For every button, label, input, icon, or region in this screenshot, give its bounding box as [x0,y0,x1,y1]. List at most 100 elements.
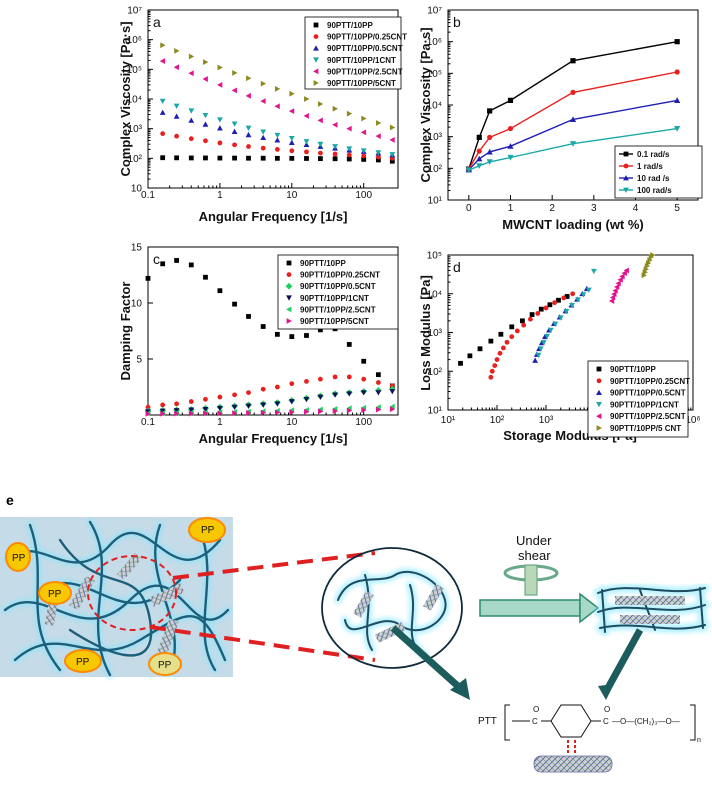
data-point [260,145,266,151]
data-point [458,360,463,366]
formula-chain: —O—(CH₂)₃—O— [612,717,680,726]
pp-label: PP [48,589,62,600]
data-point [173,103,180,109]
data-point [361,157,367,162]
series-b-2 [465,97,681,173]
data-point [245,125,252,131]
data-point [260,402,267,408]
data-point [569,141,577,147]
data-point [332,156,338,162]
plot-frame [147,246,399,416]
cnt-tube [533,755,613,773]
data-point [619,273,625,280]
data-point [245,131,252,138]
data-point [494,357,500,362]
data-point [274,147,280,152]
data-point [317,141,324,148]
x-tick-label: 0.1 [141,417,155,428]
data-point [188,410,195,417]
rotation-icon [503,564,559,596]
legend-marker [596,366,602,372]
data-point [203,396,208,402]
data-point [585,287,592,293]
x-tick-label: 10³ [539,415,554,426]
data-point [216,405,223,412]
data-point [580,292,587,298]
series-b-3 [465,125,681,174]
panel-label: c [153,251,160,267]
data-point [389,124,396,131]
data-point [389,389,396,395]
aligned-network [593,583,710,637]
legend-entry: 90PTT/10PP/2.5CNT [300,305,376,314]
series-a-2 [159,109,396,158]
data-point [621,270,627,277]
x-tick-label: 10¹ [441,415,456,426]
data-point [245,403,252,409]
y-tick-label: 10¹ [428,196,443,207]
data-point [274,384,280,390]
data-point [538,306,544,312]
data-point [476,148,482,154]
legend-marker [286,306,292,313]
data-point [318,101,324,107]
x-tick-label: 10 [286,417,298,428]
data-point [145,410,151,417]
legend-entry: 90PTT/10PP/0.25CNT [300,271,380,280]
data-point [288,399,295,405]
data-point [569,116,577,123]
data-point [160,410,166,417]
data-point [650,252,656,258]
y-tick-label: 10⁷ [427,6,442,17]
data-point [304,333,309,338]
data-point [274,401,281,407]
data-point [289,155,295,161]
data-point [145,404,151,410]
legend-marker [286,272,292,277]
data-point [346,110,353,117]
legend-d: 90PTT/10PP 90PTT/10PP/0.25CNT 90PTT/10PP/0… [587,360,690,438]
data-point [303,112,309,119]
data-point [289,148,295,154]
legend-entry: 90PTT/10PP/0.25CNT [610,377,690,386]
data-point [332,408,338,414]
data-point [507,97,514,103]
data-point [540,340,547,346]
data-point [346,125,352,132]
data-point [246,314,251,319]
data-point [174,410,180,417]
pp-label: PP [76,657,90,668]
data-point [375,133,381,140]
legend-b: 0.1 rad/s 1 rad/s 10 rad /s 100 rad/s [614,145,703,199]
data-point [260,386,266,392]
legend-marker [313,57,319,63]
data-point [361,407,367,413]
data-point [547,327,554,334]
data-point [318,408,324,415]
zoomed-network [334,567,450,659]
data-point [188,53,195,60]
data-point [231,87,237,94]
data-point [159,98,166,104]
data-point [304,96,310,102]
data-point [188,155,194,161]
legend-box [304,16,402,90]
data-point [174,47,180,54]
shear-arrow-shaft [479,599,581,617]
legend-entry: 90PTT/10PP/5 CNT [610,424,681,433]
panel-label: a [153,14,161,30]
data-point [520,318,525,324]
data-point [552,321,559,327]
legend-marker [286,260,292,266]
data-point [570,291,576,297]
y-tick-label: 10⁵ [427,69,442,80]
data-point [274,155,280,161]
legend-marker [313,34,319,39]
series-line [468,41,678,170]
data-point [274,85,281,92]
data-point [217,410,223,417]
series-line [468,127,678,171]
svg-text:C: C [532,717,538,726]
y-tick-label: 15 [131,243,143,254]
